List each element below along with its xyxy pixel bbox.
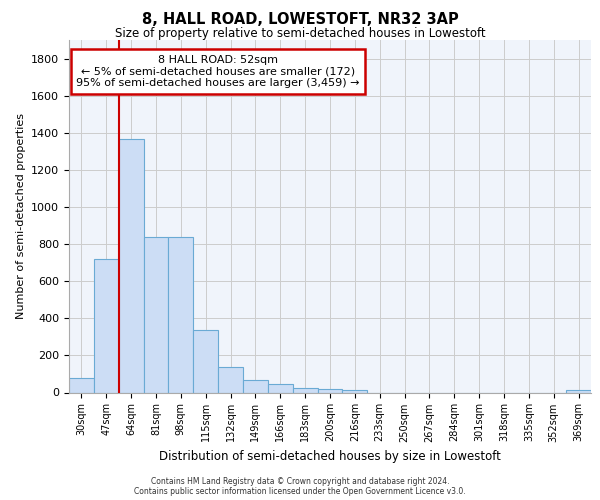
Bar (343, 390, 367, 392)
Text: 8 HALL ROAD: 52sqm
← 5% of semi-detached houses are smaller (172)
95% of semi-de: 8 HALL ROAD: 52sqm ← 5% of semi-detached… (76, 55, 360, 88)
Y-axis label: Number of semi-detached properties: Number of semi-detached properties (16, 114, 26, 320)
Bar (94, 259, 119, 392)
Bar (193, 330, 218, 392)
Bar (293, 388, 317, 392)
Bar (566, 390, 591, 392)
Bar (143, 236, 169, 392)
Bar (243, 380, 268, 392)
Bar (69, 378, 94, 392)
Text: 8, HALL ROAD, LOWESTOFT, NR32 3AP: 8, HALL ROAD, LOWESTOFT, NR32 3AP (142, 12, 458, 28)
Bar (169, 236, 193, 392)
Bar (119, 140, 143, 392)
Bar (218, 368, 243, 392)
Text: Contains HM Land Registry data © Crown copyright and database right 2024.
Contai: Contains HM Land Registry data © Crown c… (134, 476, 466, 496)
Bar (317, 389, 343, 392)
Bar (268, 384, 293, 392)
Text: Size of property relative to semi-detached houses in Lowestoft: Size of property relative to semi-detach… (115, 28, 485, 40)
X-axis label: Distribution of semi-detached houses by size in Lowestoft: Distribution of semi-detached houses by … (159, 450, 501, 463)
